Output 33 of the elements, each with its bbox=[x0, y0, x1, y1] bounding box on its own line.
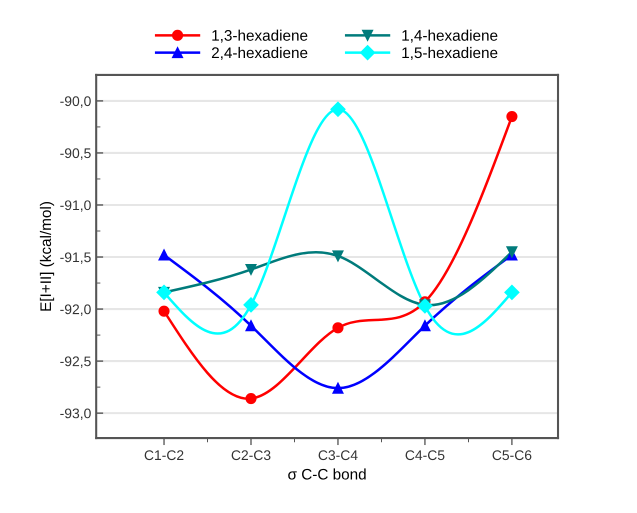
y-tick-label: -91,0 bbox=[60, 200, 91, 212]
x-tick-label: C2-C3 bbox=[232, 450, 270, 460]
point bbox=[506, 246, 518, 258]
point bbox=[332, 250, 344, 262]
x-tick-label: C3-C4 bbox=[318, 450, 358, 460]
point bbox=[158, 306, 170, 317]
point bbox=[506, 110, 518, 122]
legend-label: 1,3-hexadiene bbox=[212, 30, 308, 43]
x-tick-label: C4-C5 bbox=[406, 450, 444, 460]
y-tick-label: -91,5 bbox=[60, 252, 91, 264]
y-axis-title: E[I+II] (kcal/mol) bbox=[40, 202, 54, 311]
y-tick-label: -93,0 bbox=[60, 408, 91, 420]
y-tick-label: -90,0 bbox=[60, 96, 91, 108]
point bbox=[245, 393, 257, 404]
point bbox=[330, 102, 346, 117]
point bbox=[419, 320, 430, 332]
point bbox=[332, 382, 344, 394]
y-tick-label: -92,5 bbox=[60, 356, 91, 368]
legend-label: 1,5-hexadiene bbox=[402, 46, 498, 60]
x-tick-label: C5-C6 bbox=[492, 450, 532, 460]
point bbox=[417, 298, 433, 314]
y-tick-label: -90,5 bbox=[60, 148, 91, 160]
point bbox=[245, 320, 257, 332]
y-tick-label: -92,0 bbox=[60, 304, 91, 316]
point bbox=[245, 264, 257, 276]
point bbox=[243, 297, 259, 312]
point bbox=[504, 284, 520, 300]
point bbox=[158, 249, 170, 260]
legend-label: 2,4-hexadiene bbox=[212, 46, 308, 60]
legend-label: 1,4-hexadiene bbox=[402, 30, 498, 43]
x-tick-label: C1-C2 bbox=[144, 450, 184, 460]
x-axis-title: σ C-C bond bbox=[288, 468, 366, 480]
point bbox=[332, 322, 344, 334]
